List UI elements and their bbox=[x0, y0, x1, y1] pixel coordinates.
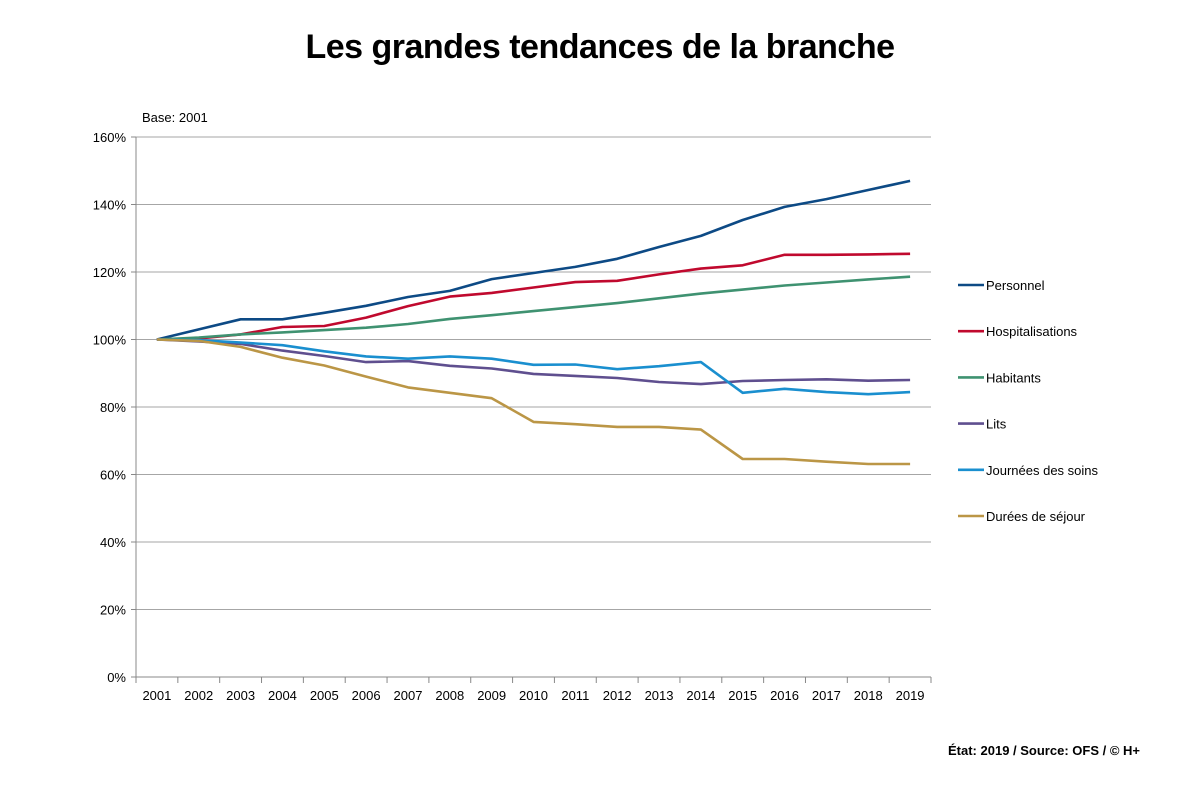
y-tick-label: 160% bbox=[93, 130, 127, 145]
series-line-personnel bbox=[156, 179, 911, 341]
legend-label: Lits bbox=[986, 417, 1007, 432]
x-tick-label: 2010 bbox=[519, 688, 548, 703]
y-tick-label: 100% bbox=[93, 333, 127, 348]
x-tick-label: 2009 bbox=[477, 688, 506, 703]
x-tick-label: 2002 bbox=[184, 688, 213, 703]
legend-label: Habitants bbox=[986, 370, 1041, 385]
series-line-dur-es-de-s-jour bbox=[156, 338, 911, 466]
legend-label: Durées de séjour bbox=[986, 509, 1086, 524]
x-tick-label: 2014 bbox=[686, 688, 715, 703]
y-tick-label: 80% bbox=[100, 400, 126, 415]
y-tick-label: 0% bbox=[107, 670, 126, 685]
legend-label: Journées des soins bbox=[986, 463, 1099, 478]
x-tick-label: 2007 bbox=[394, 688, 423, 703]
x-tick-label: 2012 bbox=[603, 688, 632, 703]
x-tick-label: 2005 bbox=[310, 688, 339, 703]
legend-label: Personnel bbox=[986, 278, 1045, 293]
x-tick-label: 2011 bbox=[561, 688, 589, 703]
series-line-journ-es-des-soins bbox=[156, 338, 911, 396]
series-line-lits bbox=[156, 338, 911, 386]
y-tick-label: 120% bbox=[93, 265, 127, 280]
x-tick-label: 2015 bbox=[728, 688, 757, 703]
y-tick-label: 20% bbox=[100, 603, 126, 618]
x-tick-label: 2001 bbox=[142, 688, 171, 703]
legend-label: Hospitalisations bbox=[986, 324, 1078, 339]
chart-subtitle: Base: 2001 bbox=[142, 110, 208, 125]
x-tick-label: 2006 bbox=[352, 688, 381, 703]
source-footer: État: 2019 / Source: OFS / © H+ bbox=[948, 743, 1140, 758]
x-tick-label: 2003 bbox=[226, 688, 255, 703]
series-line-habitants bbox=[156, 275, 911, 341]
x-tick-label: 2004 bbox=[268, 688, 297, 703]
y-tick-label: 140% bbox=[93, 198, 127, 213]
chart-title: Les grandes tendances de la branche bbox=[305, 28, 895, 66]
x-tick-label: 2019 bbox=[896, 688, 925, 703]
x-tick-label: 2018 bbox=[854, 688, 883, 703]
x-tick-label: 2013 bbox=[645, 688, 674, 703]
y-tick-label: 40% bbox=[100, 535, 126, 550]
x-tick-label: 2017 bbox=[812, 688, 841, 703]
x-tick-label: 2016 bbox=[770, 688, 799, 703]
y-tick-label: 60% bbox=[100, 468, 126, 483]
x-tick-label: 2008 bbox=[435, 688, 464, 703]
series-line-hospitalisations bbox=[156, 252, 911, 341]
